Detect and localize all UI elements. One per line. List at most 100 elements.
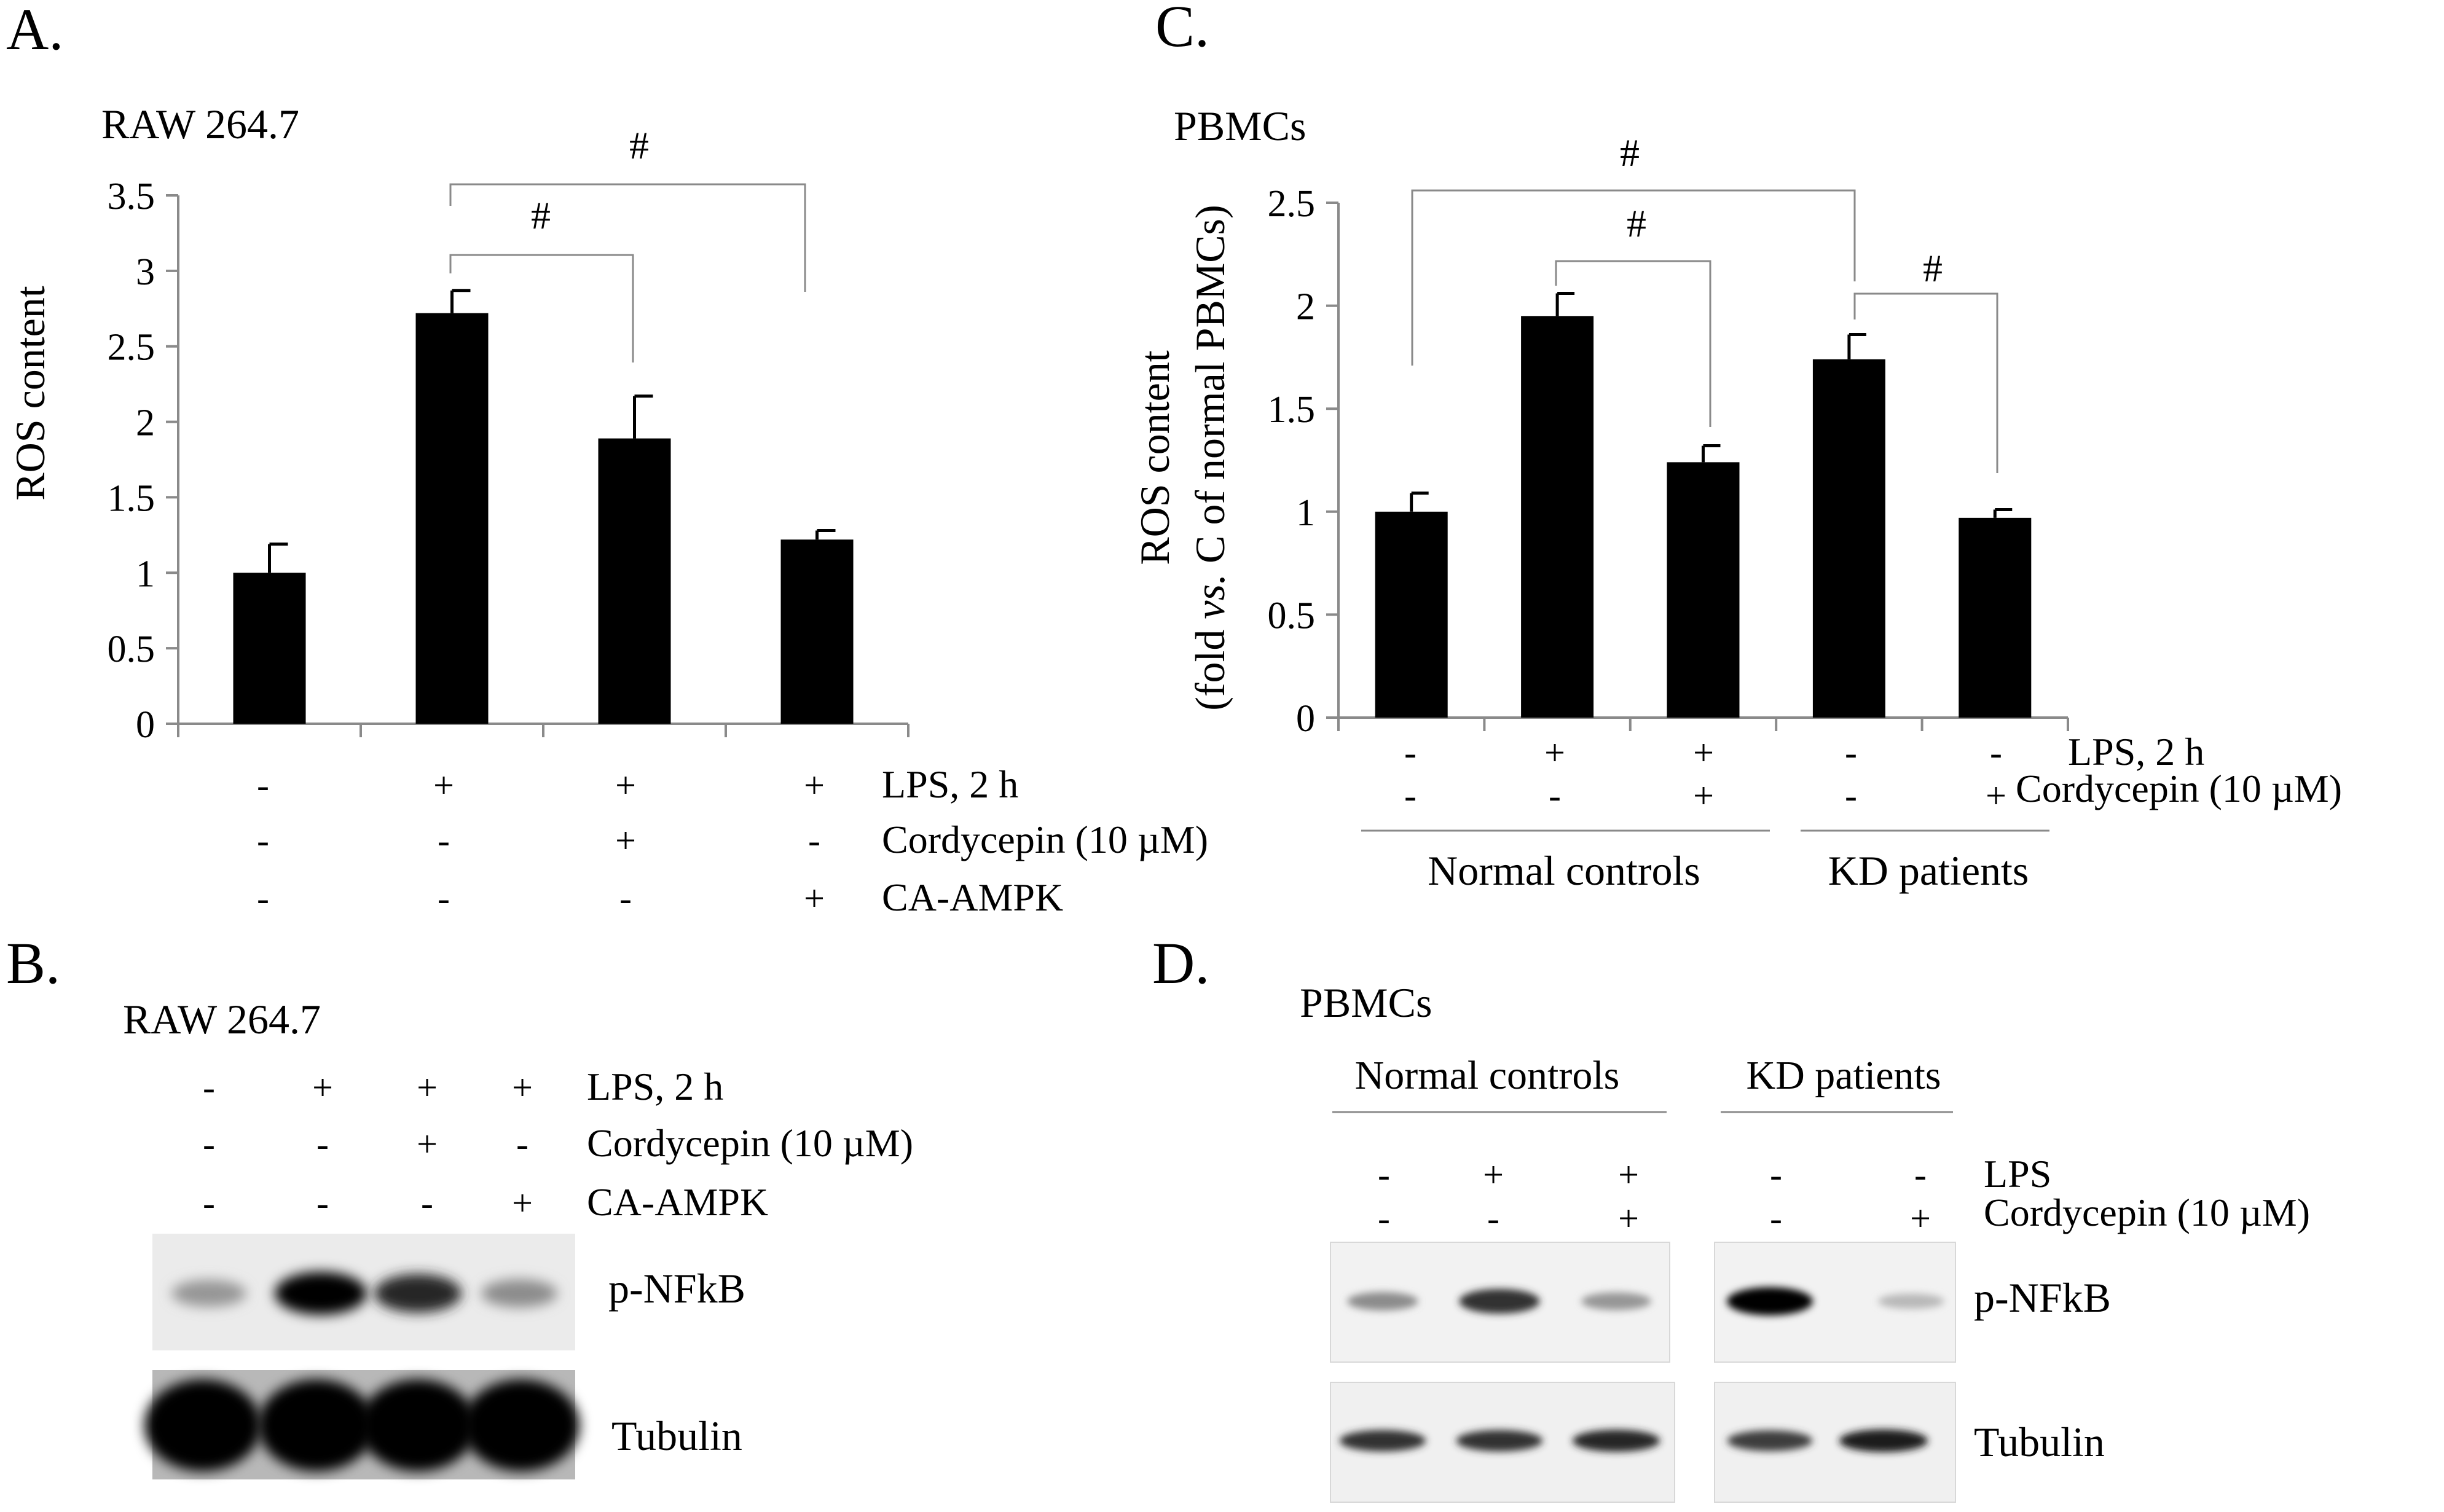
panel-a-sign-r2-c1: - [257, 820, 269, 861]
panel-d-sign-r1-c5: - [1914, 1154, 1927, 1195]
panel-b-tubulin-band [360, 1379, 476, 1471]
panel-c-sign-r2-c5: + [1986, 775, 2006, 816]
panel-a-y-tick-label: 1 [136, 553, 155, 595]
panel-c-bar [1812, 359, 1885, 718]
panel-a-ylabel: ROS content [7, 286, 53, 501]
panel-c-sign-r2-c3: + [1693, 775, 1714, 816]
panel-d-sign-r2-c1: - [1378, 1198, 1390, 1239]
panel-a-y-tick-label: 2 [136, 402, 155, 444]
panel-b-sign-r3-c1: - [203, 1183, 215, 1223]
panel-d-pnfkb-bands [1347, 1287, 1944, 1315]
panel-a-sign-r3-c3: - [619, 878, 632, 919]
panel-b-row3-label: CA-AMPK [587, 1180, 768, 1224]
panel-b: B. RAW 264.7 - + + + LPS, 2 h - - + - Co… [6, 930, 913, 1479]
panel-b-tubulin-bands [144, 1379, 580, 1471]
panel-b-conditions: - + + + LPS, 2 h - - + - Cordycepin (10 … [203, 1065, 913, 1224]
panel-d-pnfkb-band [1347, 1292, 1418, 1310]
panel-b-sign-r1-c4: + [512, 1067, 533, 1108]
panel-d-blot-label-tubulin: Tubulin [1974, 1419, 2105, 1465]
panel-c-sig-bracket-inner-normal [1555, 260, 1711, 427]
panel-c-y-tick-label: 0 [1296, 698, 1315, 740]
panel-b-sign-r1-c2: + [312, 1067, 333, 1108]
panel-c-sign-r1-c3: + [1693, 732, 1714, 773]
panel-c-group-kd: KD patients [1828, 847, 2029, 894]
panel-c-ylabel-line2-italic: vs. [1187, 574, 1233, 619]
panel-c-ylabel: ROS content (fold vs. C of normal PBMCs) [1131, 205, 1233, 711]
panel-b-pnfkb-bands [171, 1272, 557, 1315]
panel-a-cell-label: RAW 264.7 [101, 101, 299, 147]
panel-c-sig-mark-inner-kd: # [1923, 246, 1943, 290]
panel-b-sign-r3-c2: - [316, 1183, 329, 1223]
panel-d-pnfkb-band [1727, 1287, 1813, 1315]
panel-c-cell-label: PBMCs [1174, 103, 1306, 149]
panel-d-tubulin-band [1727, 1430, 1813, 1451]
panel-a-plot: 0 0.5 1 1.5 2 2.5 3 3.5 [108, 176, 910, 746]
panel-a-conditions: - + + + LPS, 2 h - - + - Cordycepin (10 … [257, 762, 1208, 919]
panel-d-sign-r2-c2: - [1487, 1198, 1499, 1239]
panel-c-row1-label: LPS, 2 h [2068, 730, 2204, 774]
panel-b-pnfkb-band [275, 1272, 367, 1315]
panel-d-cell-label: PBMCs [1300, 979, 1432, 1026]
panel-a-sign-r1-c1: - [257, 765, 269, 805]
panel-c-group-normal: Normal controls [1428, 847, 1700, 894]
panel-d-row1-label: LPS [1984, 1152, 2051, 1196]
panel-c-sign-r2-c2: - [1549, 775, 1561, 816]
panel-b-sign-r1-c3: + [417, 1067, 438, 1108]
panel-c-ylabel-line1: ROS content [1131, 350, 1178, 565]
panel-a-bar [233, 573, 306, 724]
panel-c-row2-label: Cordycepin (10 µM) [2016, 767, 2342, 810]
panel-c-ylabel-line2: (fold vs. C of normal PBMCs) [1187, 205, 1233, 711]
panel-b-pnfkb-band [171, 1280, 246, 1307]
panel-a-sign-r2-c3: + [615, 820, 636, 861]
panel-a-y-tick-label: 0.5 [108, 629, 155, 670]
panel-a-row1-label: LPS, 2 h [882, 762, 1018, 806]
panel-a-sign-r1-c2: + [433, 765, 454, 805]
panel-b-sign-r3-c3: - [421, 1183, 433, 1223]
panel-a-y-tick-label: 3 [136, 251, 155, 293]
panel-c-bar [1959, 517, 2032, 718]
panel-c-sig-mark-outer: # [1620, 131, 1640, 174]
panel-d-row2-label: Cordycepin (10 µM) [1984, 1191, 2310, 1234]
panel-d-letter: D. [1152, 930, 1209, 996]
panel-b-cell-label: RAW 264.7 [123, 996, 321, 1043]
panel-d-sign-r1-c2: + [1483, 1154, 1504, 1195]
panel-a-y-tick-label: 3.5 [108, 176, 155, 217]
panel-a-sign-r2-c2: - [438, 820, 450, 861]
panel-c-sign-r1-c1: - [1404, 732, 1416, 773]
panel-c-bar [1521, 316, 1594, 718]
panel-c-conditions: - + + - - LPS, 2 h - - + - + Cordycepin … [1404, 730, 2342, 816]
panel-b-pnfkb-band [374, 1274, 462, 1313]
panel-a-y-tick-label: 1.5 [108, 477, 155, 519]
panel-c-bar [1375, 511, 1448, 718]
panel-d-sign-r2-c4: - [1770, 1198, 1782, 1239]
panel-a-letter: A. [6, 0, 63, 62]
panel-a-bar [598, 438, 671, 724]
panel-c-ylabel-line2-pre: (fold [1187, 619, 1233, 711]
panel-a-sign-r3-c1: - [257, 878, 269, 919]
panel-d-pnfkb-band [1581, 1292, 1651, 1310]
panel-c-sign-r2-c4: - [1845, 775, 1857, 816]
panel-a-sig-mark-outer: # [629, 123, 649, 167]
panel-a-y-tick-label: 2.5 [108, 327, 155, 369]
panel-c-plot: 0 0.5 1 1.5 2 2.5 [1268, 183, 2069, 740]
panel-c-ylabel-line2-post: C of normal PBMCs) [1187, 205, 1233, 574]
panel-a-row3-label: CA-AMPK [882, 875, 1063, 919]
panel-b-blot-label-pnfkb: p-NFkB [608, 1265, 745, 1312]
panel-c-sign-r2-c1: - [1404, 775, 1416, 816]
panel-c-sig-bracket-outer [1411, 189, 1856, 366]
panel-d-sign-r2-c5: + [1910, 1198, 1931, 1239]
panel-b-sign-r2-c1: - [203, 1124, 215, 1164]
panel-c-sig-bracket-inner-kd [1853, 292, 1998, 473]
panel-a-sig-bracket-inner [449, 254, 634, 362]
panel-a-sign-r3-c2: - [438, 878, 450, 919]
panel-d-sign-r1-c3: + [1618, 1154, 1639, 1195]
panel-d-tubulin-bands [1339, 1429, 1928, 1452]
panel-b-pnfkb-band [481, 1279, 557, 1307]
panel-c-y-tick-label: 2 [1296, 286, 1315, 328]
panel-b-blot-label-tubulin: Tubulin [611, 1412, 742, 1459]
panel-a-row2-label: Cordycepin (10 µM) [882, 818, 1208, 861]
panel-b-tubulin-band [144, 1379, 261, 1471]
panel-a-sign-r2-c4: - [808, 820, 820, 861]
panel-d: D. PBMCs Normal controls KD patients - +… [1152, 930, 2310, 1503]
panel-c-y-tick-label: 1 [1296, 492, 1315, 534]
